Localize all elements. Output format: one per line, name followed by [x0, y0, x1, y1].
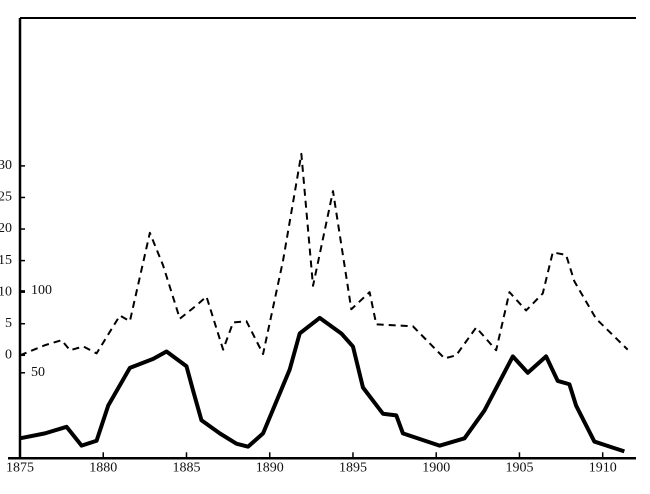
x-tick-label: 1885 — [172, 461, 200, 476]
data-line — [19, 152, 629, 360]
x-tick-label: 1890 — [256, 461, 284, 476]
x-tick-label: 1910 — [589, 461, 617, 476]
x-tick-label: 1905 — [505, 461, 533, 476]
x-tick-label: 1880 — [89, 461, 117, 476]
y-tick-label: 30 — [0, 158, 12, 173]
y2-tick-label: 50 — [31, 365, 45, 380]
y-tick-label: 25 — [0, 190, 12, 205]
y2-tick-label: 100 — [31, 283, 52, 298]
x-tick-label: 1895 — [339, 461, 367, 476]
y-tick-label: 0 — [5, 348, 12, 363]
x-tick-label: 1875 — [6, 461, 34, 476]
y-tick-label: 20 — [0, 221, 12, 236]
y-tick-label: 15 — [0, 253, 12, 268]
x-tick-label: 1900 — [422, 461, 450, 476]
data-line — [19, 315, 625, 454]
y-tick-label: 5 — [5, 316, 12, 331]
y-tick-label: 10 — [0, 284, 12, 299]
